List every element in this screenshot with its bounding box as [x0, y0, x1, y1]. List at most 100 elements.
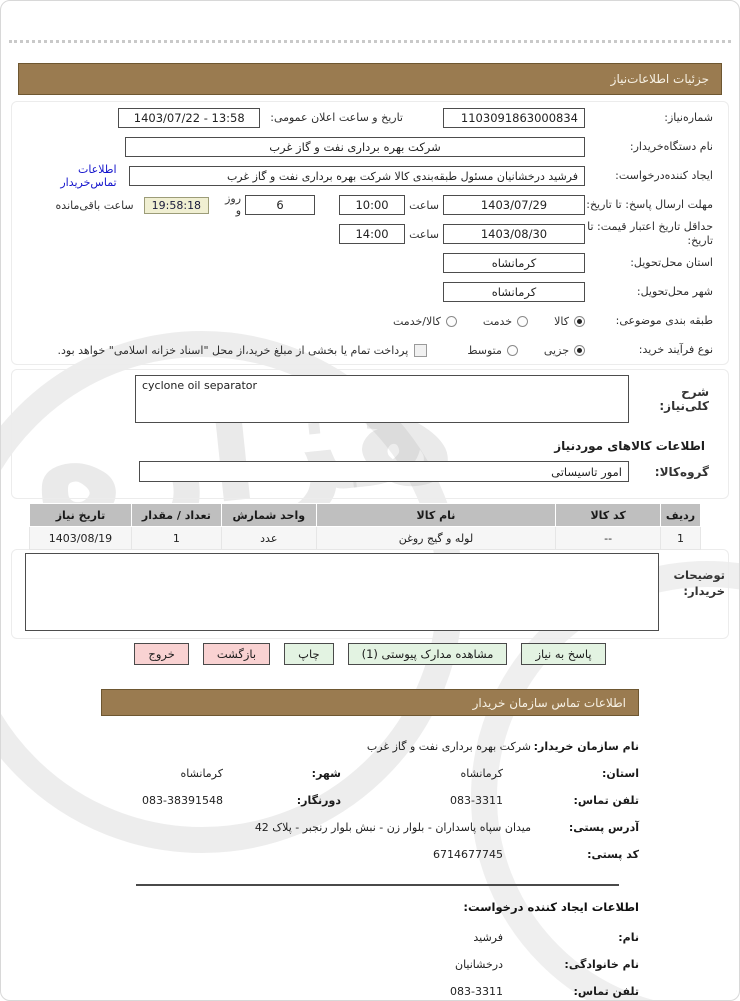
city-label: شهر:	[311, 767, 341, 780]
first-name-label: نام:	[618, 931, 639, 944]
price-validity-label: حداقل تاریخ اعتبار قیمت: تا تاریخ:	[587, 220, 713, 247]
goods-table-header-row: ردیف کد کالا نام کالا واحد شمارش تعداد /…	[29, 503, 701, 527]
radio-option-goods-service[interactable]: کالا/خدمت	[393, 315, 457, 328]
reply-deadline-date-field[interactable]: 1403/07/29	[443, 195, 585, 215]
row-price-validity: حداقل تاریخ اعتبار قیمت: تا تاریخ: 1403/…	[19, 220, 721, 247]
radio-minor-label: جزیی	[543, 343, 569, 357]
contact-org-row: نام سازمان خریدار: شرکت بهره برداری نفت …	[41, 733, 639, 760]
need-description-textarea[interactable]: cyclone oil separator	[135, 375, 629, 423]
delivery-province-field[interactable]: کرمانشاه	[443, 253, 585, 273]
contact-phone-fax-row: تلفن تماس: 083-3311 دورنگار: 083-3839154…	[41, 787, 639, 814]
radio-option-medium[interactable]: متوسط	[467, 344, 518, 357]
delivery-city-label: شهر محل‌تحویل:	[636, 285, 713, 299]
buyer-org-label: نام دستگاه‌خریدار:	[629, 140, 713, 154]
address-label: آدرس پستی:	[568, 821, 639, 834]
description-box	[11, 369, 729, 499]
buyer-contact-info: نام سازمان خریدار: شرکت بهره برداری نفت …	[41, 733, 639, 1000]
requester-first-name-row: نام: فرشید	[41, 924, 639, 951]
action-buttons: پاسخ به نیاز مشاهده مدارک پیوستی (1) چاپ…	[1, 643, 739, 665]
goods-group-label: گروه‌کالا:	[654, 464, 709, 479]
delivery-province-label: استان محل‌تحویل:	[630, 256, 713, 270]
first-name-value: فرشید	[473, 931, 503, 944]
radio-icon[interactable]	[506, 344, 518, 356]
days-remaining-field[interactable]: 6	[245, 195, 316, 215]
buyer-comments-row: توضیحات خریدار:	[25, 553, 725, 631]
section-header-buyer-contact: اطلاعات تماس سازمان خریدار	[101, 689, 639, 716]
contact-postal-row: کد پستی: 6714677745	[41, 841, 639, 868]
radio-option-service[interactable]: خدمت	[482, 314, 529, 328]
goods-group-field[interactable]: امور تاسیساتی	[139, 461, 629, 482]
goods-table-row: 1 -- لوله و گیج روغن عدد 1 1403/08/19	[29, 526, 701, 550]
countdown-label: ساعت باقی‌مانده	[55, 198, 134, 212]
requester-phone-label: تلفن تماس:	[573, 985, 639, 998]
phone-value: 083-3311	[450, 794, 503, 807]
contact-address-row: آدرس پستی: میدان سپاه پاسداران - بلوار ز…	[41, 814, 639, 841]
request-creator-field[interactable]: فرشید درخشانیان مسئول طبقه‌بندی کالا شرک…	[128, 166, 585, 186]
cell-row-number: 1	[660, 526, 701, 550]
org-name-value: شرکت بهره برداری نفت و گاز غرب	[366, 740, 531, 753]
cell-goods-code: --	[555, 526, 662, 550]
goods-table: ردیف کد کالا نام کالا واحد شمارش تعداد /…	[29, 503, 701, 550]
cell-unit: عدد	[220, 526, 317, 550]
radio-selected-icon[interactable]	[574, 315, 585, 327]
radio-icon[interactable]	[445, 315, 457, 327]
price-validity-date-field[interactable]: 1403/08/30	[443, 224, 585, 244]
buyer-contact-link[interactable]: اطلاعات تماس‌خریدار	[60, 163, 117, 189]
row-process-type: نوع فرآیند خرید: جزیی متوسط پرداخت تمام …	[19, 337, 721, 363]
checkbox-icon[interactable]	[414, 343, 428, 357]
radio-selected-icon[interactable]	[574, 344, 585, 356]
need-number-field[interactable]: 1103091863000834	[443, 108, 585, 128]
row-request-creator: ایجاد کننده‌درخواست: فرشید درخشانیان مسئ…	[19, 163, 721, 189]
postal-code-value: 6714677745	[433, 848, 503, 861]
reply-to-need-button[interactable]: پاسخ به نیاز	[521, 643, 606, 665]
back-button[interactable]: بازگشت	[202, 643, 271, 665]
radio-option-goods[interactable]: کالا	[554, 315, 585, 328]
last-name-label: نام خانوادگی:	[564, 958, 639, 971]
reply-deadline-hour-field[interactable]: 10:00	[339, 195, 406, 215]
cell-goods-name: لوله و گیج روغن	[315, 526, 557, 550]
treasury-note: پرداخت تمام یا بخشی از مبلغ خرید،از محل …	[57, 343, 409, 357]
need-number-label: شماره‌نیاز:	[664, 111, 713, 125]
view-attachments-button[interactable]: مشاهده مدارک پیوستی (1)	[347, 643, 508, 665]
col-goods-name: نام کالا	[315, 503, 557, 527]
row-delivery-city: شهر محل‌تحویل: کرمانشاه	[19, 279, 721, 305]
requester-info-title: اطلاعات ایجاد کننده درخواست:	[463, 900, 639, 914]
requester-phone-row: تلفن تماس: 083-3311	[41, 978, 639, 1000]
fax-value: 083-38391548	[142, 794, 223, 807]
announce-datetime-label: تاریخ و ساعت اعلان عمومی:	[270, 111, 403, 125]
goods-info-title: اطلاعات کالاهای موردنیاز	[554, 439, 705, 453]
process-type-label: نوع فرآیند خرید:	[638, 343, 713, 357]
requester-last-name-row: نام خانوادگی: درخشانیان	[41, 951, 639, 978]
price-validity-hour-field[interactable]: 14:00	[339, 224, 406, 244]
radio-both-label: کالا/خدمت	[393, 314, 441, 328]
buyer-comments-textarea[interactable]	[25, 553, 659, 631]
contact-section-title: اطلاعات تماس سازمان خریدار	[472, 695, 626, 710]
delivery-city-field[interactable]: کرمانشاه	[443, 282, 585, 302]
buyer-org-field[interactable]: شرکت بهره برداری نفت و گاز غرب	[125, 137, 585, 157]
radio-service-label: خدمت	[482, 314, 513, 328]
province-label: استان:	[602, 767, 639, 780]
goods-group-row: گروه‌کالا: امور تاسیساتی	[19, 461, 721, 482]
radio-goods-label: کالا	[554, 314, 569, 328]
classification-label: طبقه بندی موضوعی:	[615, 314, 713, 328]
need-description-label: شرح کلی‌نیاز:	[659, 385, 709, 413]
radio-icon[interactable]	[517, 315, 529, 327]
need-description-row: شرح کلی‌نیاز: cyclone oil separator	[19, 375, 721, 423]
treasury-checkbox-option[interactable]: پرداخت تمام یا بخشی از مبلغ خرید،از محل …	[57, 343, 428, 357]
announce-datetime-field[interactable]: 1403/07/22 - 13:58	[118, 108, 261, 128]
top-divider	[9, 40, 731, 43]
price-hour-label: ساعت	[409, 227, 439, 241]
exit-button[interactable]: خروج	[134, 643, 189, 665]
radio-option-minor[interactable]: جزیی	[544, 344, 585, 357]
print-button[interactable]: چاپ	[284, 643, 334, 665]
col-row-number: ردیف	[660, 503, 701, 527]
last-name-value: درخشانیان	[455, 958, 503, 971]
section-title: جزئیات اطلاعات‌نیاز	[610, 72, 709, 86]
fax-label: دورنگار:	[296, 794, 341, 807]
province-value: کرمانشاه	[460, 767, 503, 780]
col-unit: واحد شمارش	[220, 503, 317, 527]
reply-deadline-label: مهلت ارسال پاسخ: تا تاریخ:	[586, 198, 713, 212]
city-value: کرمانشاه	[180, 767, 223, 780]
section-divider	[136, 884, 619, 886]
